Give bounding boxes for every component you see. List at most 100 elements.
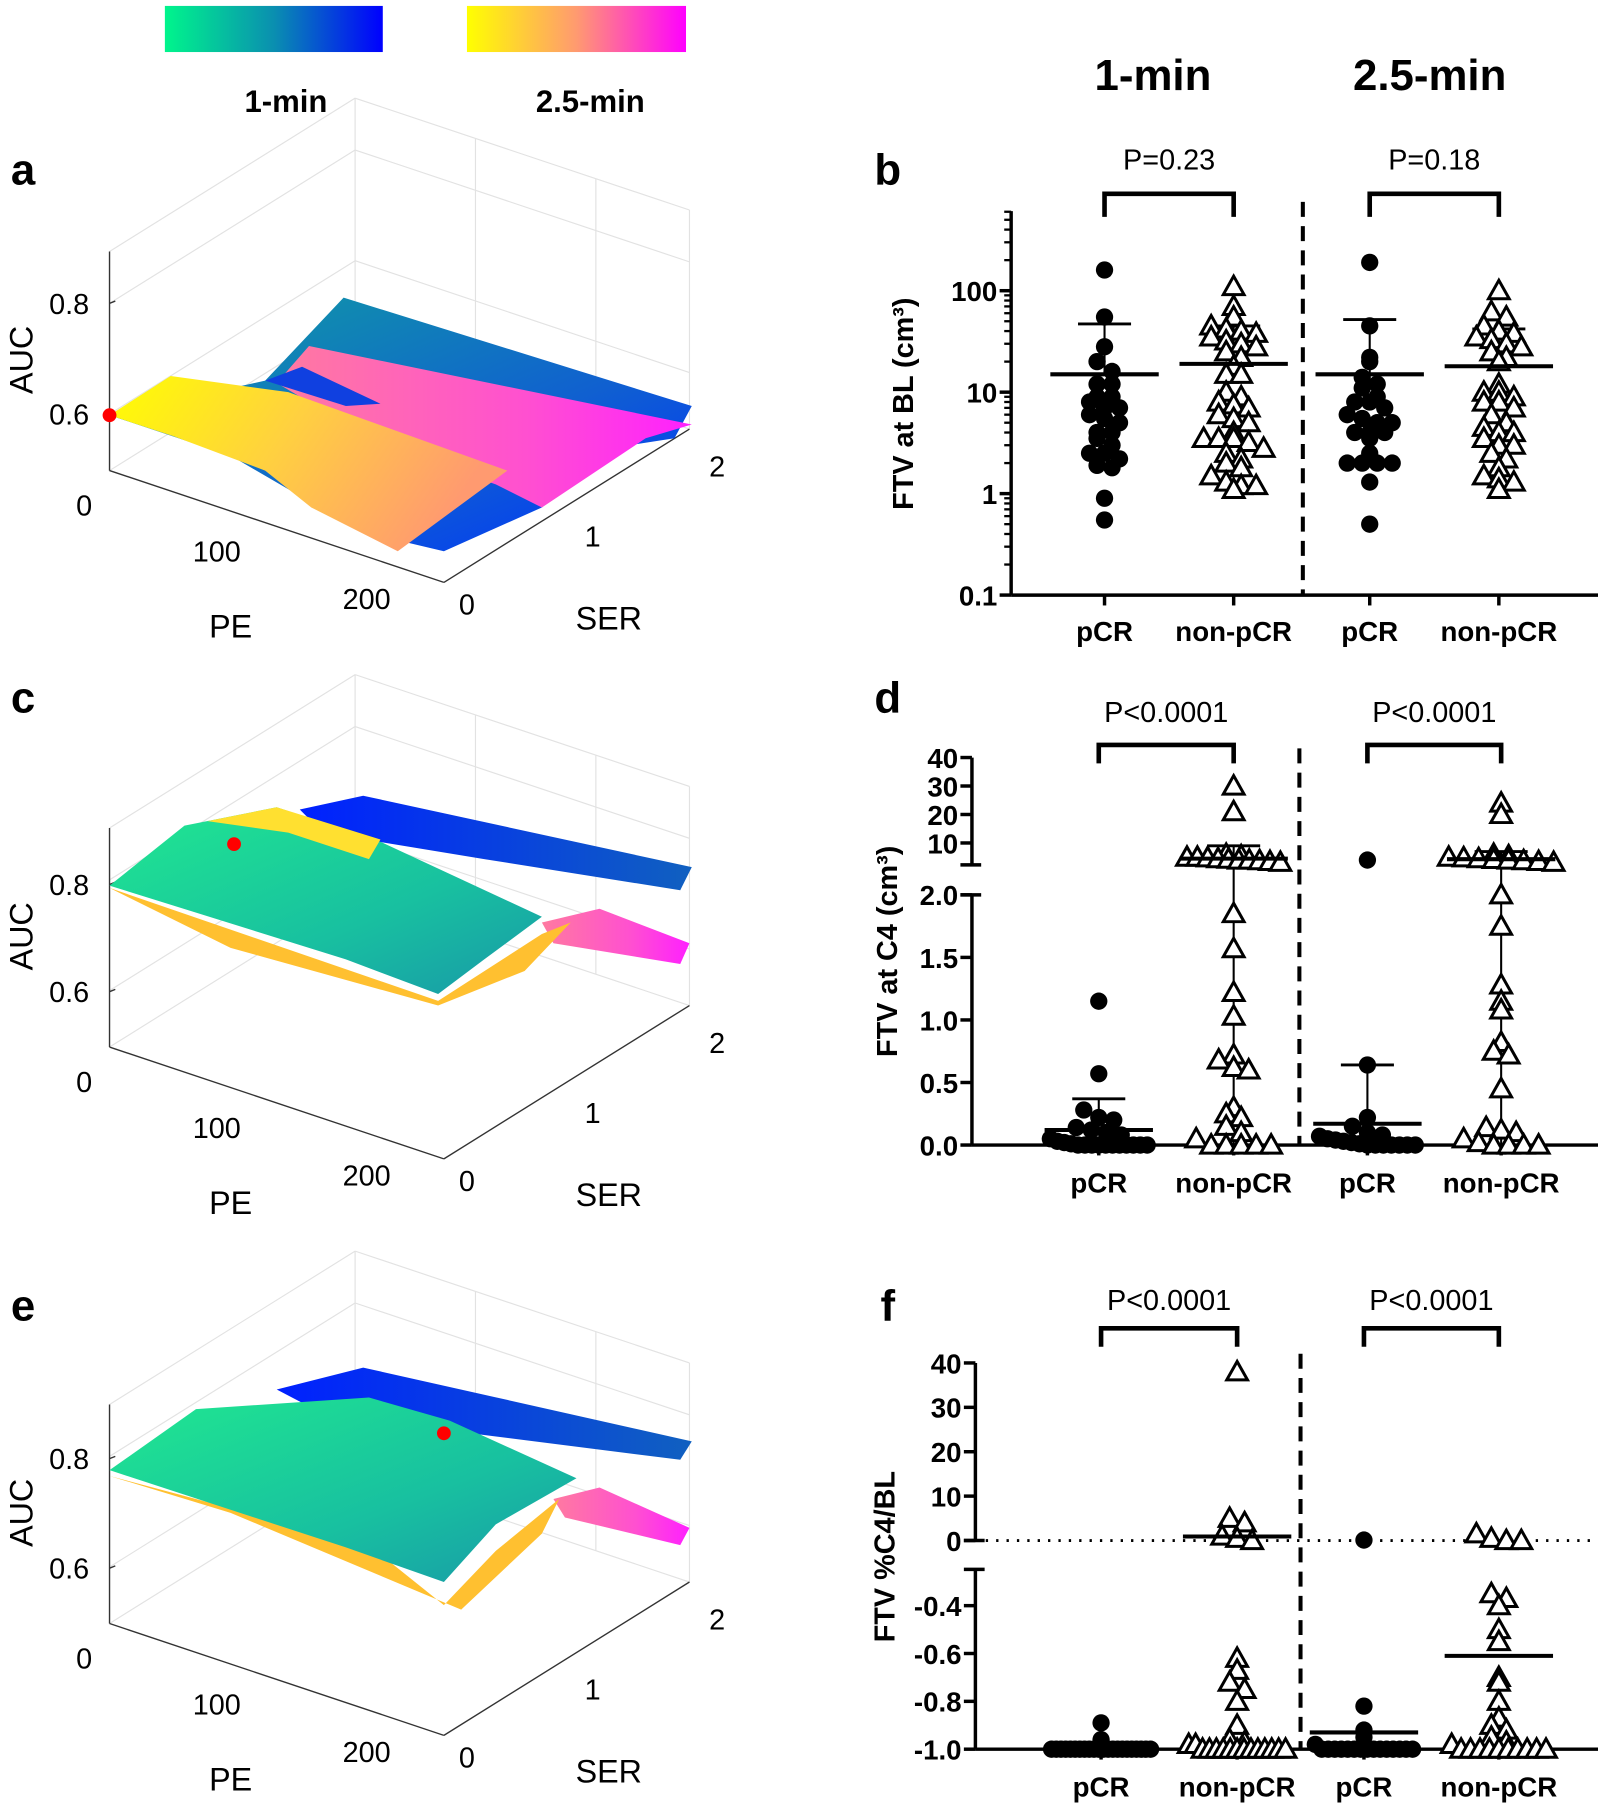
y-tick-label: 30 — [931, 1393, 962, 1424]
data-point — [1205, 401, 1232, 425]
data-point — [1533, 1735, 1559, 1759]
data-point — [1361, 515, 1379, 533]
y-tick-label: 10 — [931, 1481, 962, 1512]
data-point — [1243, 472, 1270, 496]
category-label: pCR — [1070, 1167, 1127, 1198]
pe-axis-label: PE — [209, 609, 252, 645]
column-header-1min: 1-min — [1095, 51, 1212, 100]
category-label: pCR — [1336, 1771, 1393, 1802]
data-point — [1103, 459, 1121, 477]
y-tick-label: -0.4 — [914, 1591, 962, 1622]
p-value-label: P<0.0001 — [1104, 697, 1228, 729]
data-point — [1250, 434, 1277, 458]
data-point — [1358, 1056, 1377, 1074]
data-point — [1361, 429, 1379, 448]
data-point — [1473, 1114, 1500, 1138]
data-point — [1480, 1131, 1507, 1155]
data-point — [1463, 1520, 1490, 1544]
y-tick-label: 0.0 — [920, 1130, 958, 1161]
data-point — [1353, 379, 1371, 397]
ser-tick-label: 1 — [585, 522, 601, 554]
data-point — [1343, 1117, 1362, 1135]
z-tick-label: 0.6 — [49, 977, 89, 1009]
y-tick-label: 10 — [927, 828, 958, 859]
pe-tick-label: 200 — [343, 1160, 391, 1192]
optimum-marker — [102, 408, 117, 423]
significance-bracket — [1365, 742, 1504, 764]
surfaces — [102, 297, 692, 552]
data-point — [1376, 423, 1394, 442]
data-point — [1478, 298, 1505, 322]
grid-line — [109, 1250, 356, 1405]
ser-axis — [443, 428, 690, 583]
y-tick-label: 20 — [927, 800, 958, 831]
data-point — [1508, 1527, 1535, 1551]
data-point — [1092, 1714, 1110, 1732]
surfaces — [109, 1367, 692, 1610]
significance-bracket — [1096, 742, 1236, 764]
significance-bracket — [1098, 1326, 1240, 1347]
grid-line — [354, 1250, 690, 1364]
data-point — [1485, 1592, 1512, 1616]
data-group-0 — [1050, 261, 1159, 529]
data-point — [1205, 424, 1232, 448]
data-point — [1510, 1131, 1537, 1155]
data-point — [1080, 393, 1099, 411]
data-point — [1095, 511, 1114, 529]
data-point — [1470, 424, 1497, 448]
colorbar-2-5min-label: 2.5-min — [536, 84, 645, 119]
data-point — [1095, 338, 1114, 356]
data-point — [1220, 935, 1247, 959]
y-tick-label: 40 — [931, 1348, 962, 1379]
significance-bracket — [1102, 191, 1236, 217]
data-group-3 — [1435, 789, 1567, 1155]
data-group-1 — [1179, 273, 1288, 499]
data-group-0 — [1041, 992, 1156, 1154]
y-tick-label: 1 — [982, 479, 997, 510]
data-point — [1463, 323, 1490, 347]
data-point — [1338, 454, 1356, 472]
pe-tick-label: 200 — [343, 1737, 391, 1769]
surface-1min-patch — [265, 366, 381, 406]
y-tick-label: 40 — [927, 743, 958, 774]
data-point — [1488, 801, 1515, 825]
data-group-1 — [1175, 1358, 1299, 1759]
data-point — [1450, 1125, 1477, 1149]
data-point — [1495, 1041, 1522, 1065]
data-group-3 — [1444, 277, 1554, 499]
surface-panel-c: c 0.8 0.6 AUC 0 100 200 PE 0 1 2 SER — [3, 674, 725, 1222]
category-label: non-pCR — [1440, 1771, 1557, 1802]
data-point — [1353, 454, 1371, 472]
ser-tick-label: 2 — [709, 451, 725, 483]
data-point — [1105, 1111, 1123, 1129]
y-tick-label: -1.0 — [914, 1735, 962, 1766]
data-point — [1267, 848, 1294, 872]
data-group-0 — [1042, 1714, 1160, 1758]
data-group-2 — [1310, 851, 1424, 1154]
y-tick-label: -0.6 — [914, 1639, 962, 1670]
ser-tick-label: 1 — [585, 1675, 601, 1707]
data-point — [1183, 1125, 1210, 1149]
ser-tick-label: 1 — [585, 1098, 601, 1130]
y-axis-label: FTV at BL (cm³) — [888, 298, 920, 510]
data-point — [1488, 1116, 1515, 1140]
y-tick-label: 0.1 — [959, 580, 997, 611]
surface-2-5min-pink — [553, 1487, 690, 1546]
data-point — [1361, 317, 1379, 335]
data-point — [1368, 375, 1386, 393]
y-tick-label: 0.5 — [920, 1068, 958, 1099]
data-point — [1235, 428, 1262, 452]
data-point — [1080, 406, 1099, 424]
data-point — [1198, 1131, 1225, 1155]
data-point — [1358, 851, 1377, 869]
ser-tick-label: 2 — [709, 1604, 725, 1636]
data-point — [1488, 996, 1515, 1020]
ser-axis-label: SER — [576, 601, 642, 637]
surfaces — [109, 795, 692, 1006]
significance-bracket — [1367, 191, 1502, 217]
pe-axis-label: PE — [209, 1185, 252, 1221]
data-point — [1220, 978, 1247, 1002]
pe-tick-label: 0 — [76, 1643, 92, 1675]
